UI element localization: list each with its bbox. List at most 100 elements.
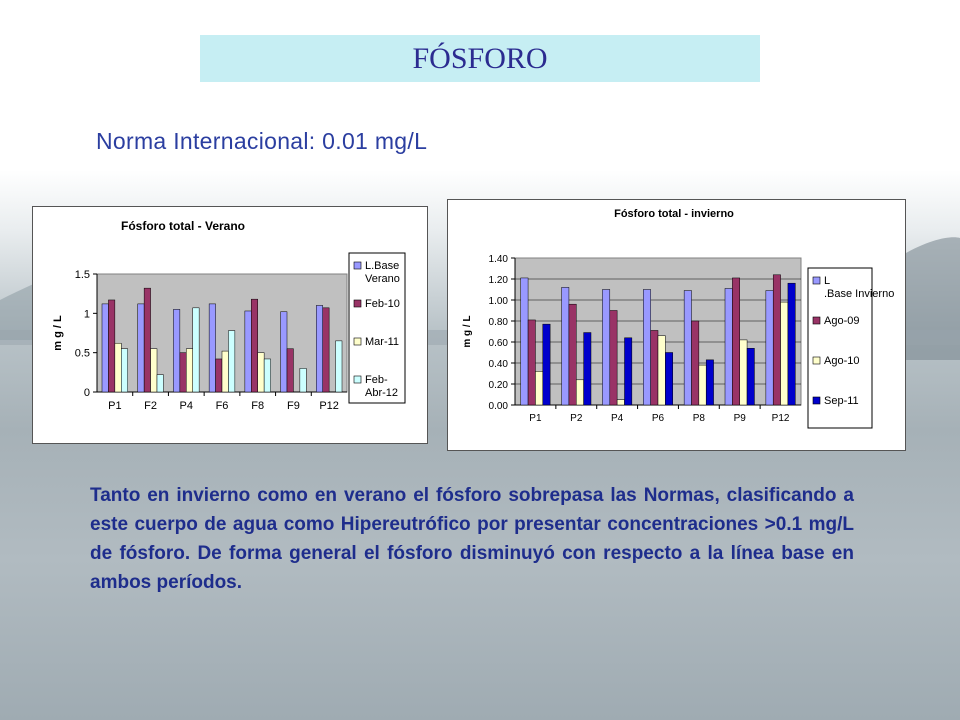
x-tick-label: P9 <box>734 413 747 424</box>
x-tick-label: P1 <box>529 413 542 424</box>
y-axis-label: m g / L <box>52 315 64 351</box>
chart-title: Fósforo total - Verano <box>121 219 245 233</box>
bar <box>739 339 748 406</box>
x-tick-label: P4 <box>611 413 624 424</box>
x-tick-label: F9 <box>287 400 300 412</box>
bar <box>602 289 611 406</box>
chart-winter: Fósforo total - invierno 0.00 0.20 0.40 0.60… <box>447 199 906 451</box>
x-tick-label: F2 <box>144 400 157 412</box>
bar <box>192 307 200 393</box>
bar <box>114 342 122 393</box>
chart-title: Fósforo total - invierno <box>614 208 734 220</box>
bar <box>561 287 570 406</box>
bar <box>244 310 252 393</box>
y-tick-label: 0.40 <box>489 359 509 370</box>
bar <box>609 310 618 406</box>
bar <box>576 379 584 406</box>
title-box: FÓSFORO <box>200 35 760 82</box>
y-tick-label: 1 <box>84 308 90 320</box>
x-tick-label: P8 <box>693 413 706 424</box>
y-tick-label: 1.20 <box>489 275 509 286</box>
bar <box>691 320 700 406</box>
bar <box>286 348 294 393</box>
legend-label: Ago-09 <box>824 315 859 327</box>
legend-swatch <box>353 299 362 308</box>
y-tick-label: 0.60 <box>489 338 509 349</box>
y-tick-label: 1.00 <box>489 296 509 307</box>
legend-label: L .Base Invierno <box>824 275 894 300</box>
bar <box>624 337 633 406</box>
bar <box>263 358 271 393</box>
legend-swatch <box>353 375 362 384</box>
legend-label: L.Base Verano <box>365 260 400 285</box>
bar <box>746 348 755 406</box>
x-tick-label: P12 <box>319 400 339 412</box>
bar <box>787 282 796 406</box>
x-tick-label: P6 <box>652 413 665 424</box>
legend-swatch <box>812 316 821 325</box>
x-tick-label: F8 <box>251 400 264 412</box>
bar <box>186 348 193 393</box>
legend-swatch <box>812 356 821 365</box>
chart-summer: Fósforo total - Verano 0 0.5 1 1.5 m g / L P1 F… <box>32 206 428 444</box>
bar <box>335 340 343 393</box>
x-tick-label: P1 <box>108 400 121 412</box>
y-tick-label: 0 <box>84 387 90 399</box>
bar <box>527 319 536 406</box>
norm-subtitle: Norma Internacional: 0.01 mg/L <box>96 128 428 154</box>
slide-title: FÓSFORO <box>412 41 548 75</box>
bar <box>215 358 223 393</box>
y-tick-label: 0.80 <box>489 317 509 328</box>
bar <box>520 277 529 406</box>
bar <box>280 311 288 393</box>
bar <box>616 399 625 406</box>
bar <box>650 330 659 406</box>
legend-label: Ago-10 <box>824 355 859 367</box>
y-axis-label: m g / L <box>462 315 473 347</box>
bar <box>535 371 544 406</box>
bar <box>765 290 774 406</box>
bar <box>251 298 258 393</box>
conclusion-paragraph: Tanto en invierno como en verano el fósf… <box>90 485 854 593</box>
x-tick-label: F6 <box>216 400 229 412</box>
y-tick-label: 0.5 <box>75 348 90 360</box>
bar <box>568 303 577 406</box>
bar <box>732 277 740 406</box>
bar <box>705 359 714 406</box>
x-tick-label: P4 <box>180 400 193 412</box>
bar <box>221 350 229 393</box>
bar <box>724 288 733 406</box>
bar <box>257 352 265 393</box>
bar <box>665 352 673 406</box>
bar <box>108 299 116 393</box>
legend-swatch <box>353 337 362 346</box>
bar <box>772 274 781 406</box>
bar <box>173 309 181 393</box>
bar <box>143 287 151 393</box>
bar <box>698 364 707 406</box>
bar <box>228 330 236 393</box>
y-tick-label: 0.00 <box>489 401 509 412</box>
x-tick-label: P2 <box>570 413 583 424</box>
bar <box>156 374 164 393</box>
legend-label: Feb-10 <box>365 298 400 310</box>
bar <box>683 290 692 406</box>
bar <box>208 303 216 393</box>
bar <box>780 301 789 406</box>
legend-swatch <box>812 276 821 285</box>
bar <box>179 352 187 393</box>
bar <box>137 303 145 393</box>
chart-summer-svg: Fósforo total - Verano 0 0.5 1 1.5 m g / L P1 F… <box>52 219 406 412</box>
bar <box>322 307 330 393</box>
legend-swatch <box>812 396 821 405</box>
bar <box>643 289 651 406</box>
bar <box>657 335 666 406</box>
legend-label: Sep-11 <box>824 395 859 407</box>
bar <box>150 348 158 393</box>
bar <box>583 332 592 406</box>
legend-swatch <box>353 261 362 270</box>
y-tick-label: 1.5 <box>75 269 90 281</box>
y-tick-label: 0.20 <box>489 380 509 391</box>
y-tick-label: 1.40 <box>489 254 509 265</box>
bar <box>121 348 128 393</box>
